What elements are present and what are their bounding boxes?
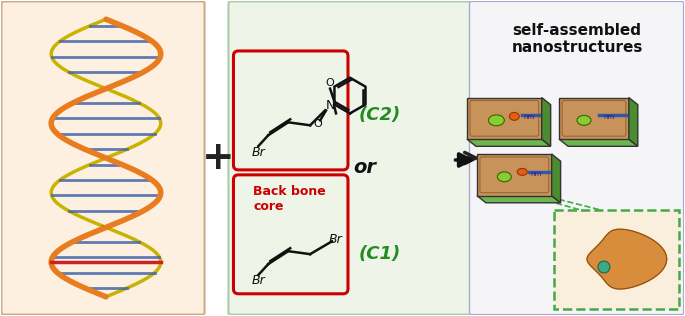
Circle shape <box>598 261 610 273</box>
Ellipse shape <box>577 115 591 125</box>
FancyBboxPatch shape <box>480 157 549 193</box>
Text: (C1): (C1) <box>359 245 401 263</box>
FancyBboxPatch shape <box>1 1 205 315</box>
Polygon shape <box>467 98 542 139</box>
Text: self-assembled
nanostructures: self-assembled nanostructures <box>512 23 643 55</box>
Polygon shape <box>477 154 551 196</box>
Text: O: O <box>314 119 323 129</box>
Text: +: + <box>202 139 235 177</box>
Text: nm: nm <box>523 114 535 120</box>
Polygon shape <box>542 98 551 146</box>
Polygon shape <box>477 196 560 203</box>
Text: Br: Br <box>329 233 343 246</box>
Text: or: or <box>353 158 377 177</box>
FancyBboxPatch shape <box>469 1 684 315</box>
Polygon shape <box>559 98 629 139</box>
Ellipse shape <box>517 168 527 175</box>
Polygon shape <box>559 139 638 146</box>
Text: nm: nm <box>603 114 614 120</box>
Ellipse shape <box>497 172 511 182</box>
FancyBboxPatch shape <box>229 1 471 315</box>
Polygon shape <box>629 98 638 146</box>
Text: (C2): (C2) <box>359 106 401 125</box>
FancyBboxPatch shape <box>562 100 626 136</box>
Ellipse shape <box>510 112 519 120</box>
FancyBboxPatch shape <box>470 100 538 136</box>
Text: N: N <box>325 99 335 112</box>
Text: Back bone
core: Back bone core <box>253 185 326 213</box>
Text: Br: Br <box>251 146 265 159</box>
Text: nm: nm <box>531 171 542 177</box>
FancyBboxPatch shape <box>554 210 679 309</box>
Text: O: O <box>325 78 334 88</box>
Ellipse shape <box>488 115 504 126</box>
Text: Br: Br <box>251 274 265 288</box>
Polygon shape <box>551 154 560 203</box>
Polygon shape <box>467 139 551 146</box>
Polygon shape <box>587 229 667 289</box>
